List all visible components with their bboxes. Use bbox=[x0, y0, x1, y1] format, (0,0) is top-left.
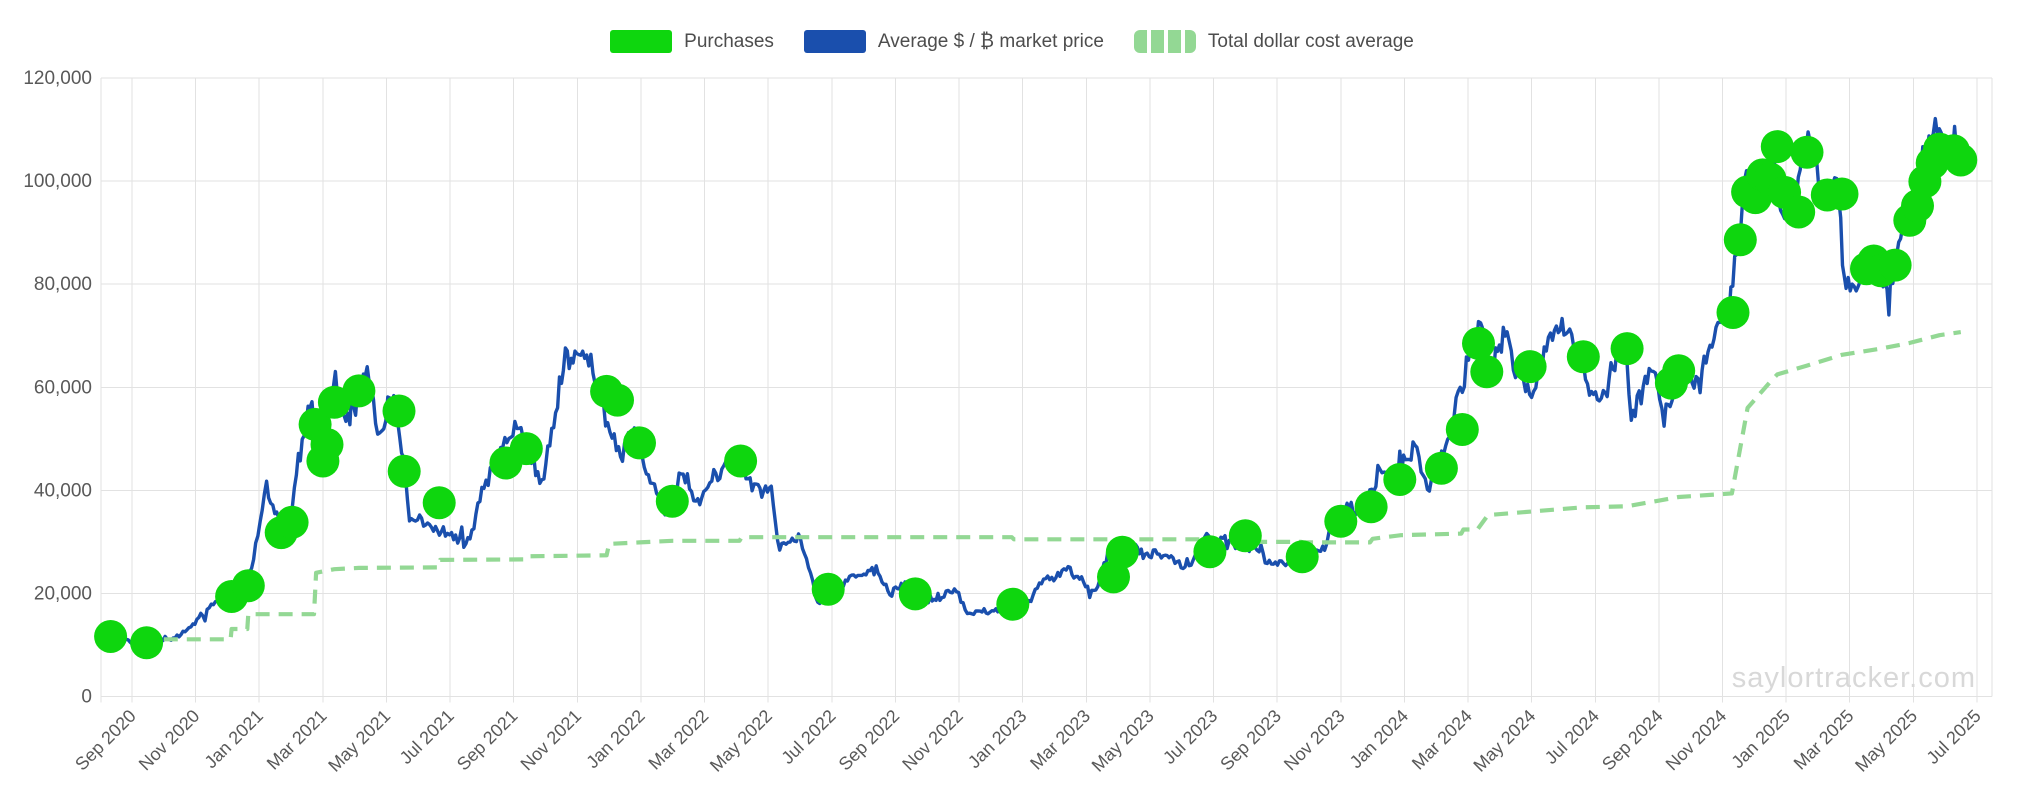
purchase-dot bbox=[655, 484, 689, 518]
svg-text:Mar 2022: Mar 2022 bbox=[644, 706, 712, 774]
purchase-dot bbox=[1424, 451, 1458, 485]
svg-text:Mar 2024: Mar 2024 bbox=[1408, 706, 1476, 774]
purchase-dot bbox=[1285, 540, 1319, 574]
svg-text:Sep 2022: Sep 2022 bbox=[835, 706, 904, 775]
purchase-dot bbox=[1354, 490, 1388, 524]
svg-text:May 2021: May 2021 bbox=[324, 706, 394, 776]
svg-text:Nov 2024: Nov 2024 bbox=[1662, 706, 1731, 775]
svg-text:Jul 2021: Jul 2021 bbox=[396, 706, 458, 768]
purchases-swatch-icon bbox=[610, 30, 673, 53]
purchase-dot bbox=[1193, 535, 1227, 569]
purchase-dot bbox=[422, 486, 456, 520]
svg-text:Jul 2023: Jul 2023 bbox=[1159, 706, 1221, 768]
svg-text:Mar 2023: Mar 2023 bbox=[1026, 706, 1094, 774]
svg-text:Sep 2023: Sep 2023 bbox=[1216, 706, 1285, 775]
svg-text:May 2023: May 2023 bbox=[1088, 706, 1158, 776]
purchase-dot bbox=[1944, 143, 1978, 177]
svg-text:Sep 2024: Sep 2024 bbox=[1598, 706, 1667, 775]
legend-label-dca: Total dollar cost average bbox=[1207, 30, 1414, 52]
legend-item-market-price[interactable]: Average $ / ₿ market price bbox=[803, 30, 1104, 53]
svg-text:80,000: 80,000 bbox=[34, 274, 92, 295]
purchase-dot bbox=[1445, 413, 1479, 446]
legend-item-purchases[interactable]: Purchases bbox=[610, 30, 774, 53]
svg-text:Mar 2021: Mar 2021 bbox=[263, 706, 331, 774]
svg-text:0: 0 bbox=[81, 687, 92, 708]
purchase-dots[interactable] bbox=[94, 130, 1978, 660]
svg-text:120,000: 120,000 bbox=[23, 68, 92, 89]
purchase-dot bbox=[509, 432, 543, 466]
purchase-dot bbox=[310, 428, 344, 461]
purchase-dot bbox=[342, 374, 376, 408]
purchase-dot bbox=[317, 385, 351, 419]
purchase-dot bbox=[898, 577, 932, 611]
purchase-dot bbox=[1790, 135, 1824, 169]
market-price-swatch-icon bbox=[803, 30, 866, 53]
svg-text:Jan 2021: Jan 2021 bbox=[201, 706, 268, 773]
svg-text:Nov 2022: Nov 2022 bbox=[898, 706, 967, 775]
purchase-dot bbox=[1723, 223, 1757, 257]
purchase-dot bbox=[1566, 340, 1600, 374]
purchase-dot bbox=[1716, 296, 1750, 329]
purchase-dot bbox=[1470, 355, 1504, 389]
purchase-dot bbox=[623, 426, 656, 460]
svg-text:Jul 2025: Jul 2025 bbox=[1923, 706, 1985, 768]
purchase-dot bbox=[94, 620, 128, 653]
svg-text:Nov 2023: Nov 2023 bbox=[1280, 706, 1349, 775]
svg-text:20,000: 20,000 bbox=[34, 583, 92, 604]
svg-text:Sep 2020: Sep 2020 bbox=[71, 706, 140, 775]
purchase-dot bbox=[1228, 519, 1262, 553]
purchase-dot bbox=[811, 572, 845, 606]
legend-label-purchases: Purchases bbox=[684, 30, 774, 52]
purchase-dot bbox=[601, 383, 634, 417]
gridlines bbox=[100, 77, 1993, 703]
purchase-dot bbox=[275, 505, 309, 539]
purchase-dot bbox=[387, 454, 421, 488]
purchase-dot bbox=[130, 626, 164, 660]
purchase-dot bbox=[1105, 535, 1139, 569]
purchase-dot bbox=[1782, 195, 1816, 229]
purchase-dot bbox=[1462, 326, 1495, 360]
legend-label-market-price: Average $ / ₿ market price bbox=[877, 30, 1104, 52]
svg-text:Mar 2025: Mar 2025 bbox=[1790, 706, 1858, 774]
svg-text:May 2022: May 2022 bbox=[706, 706, 776, 776]
svg-text:100,000: 100,000 bbox=[23, 171, 92, 192]
purchase-dot bbox=[1760, 130, 1794, 164]
purchase-dot bbox=[996, 587, 1030, 621]
svg-text:May 2025: May 2025 bbox=[1851, 706, 1921, 776]
dca-swatch-icon bbox=[1133, 30, 1196, 53]
svg-text:Sep 2021: Sep 2021 bbox=[453, 706, 522, 775]
purchase-dot bbox=[382, 394, 416, 428]
svg-text:Jan 2024: Jan 2024 bbox=[1346, 706, 1413, 773]
svg-text:60,000: 60,000 bbox=[34, 377, 92, 398]
purchase-dot bbox=[1324, 504, 1358, 538]
purchase-dot bbox=[1662, 354, 1696, 388]
watermark: saylortracker.com bbox=[1731, 662, 1976, 694]
purchase-dot bbox=[231, 569, 265, 603]
svg-text:40,000: 40,000 bbox=[34, 480, 92, 501]
svg-text:Jan 2023: Jan 2023 bbox=[964, 706, 1031, 773]
purchase-dot bbox=[1878, 248, 1912, 282]
purchase-dot bbox=[1513, 350, 1547, 384]
svg-text:Nov 2020: Nov 2020 bbox=[135, 706, 204, 775]
svg-text:Jan 2025: Jan 2025 bbox=[1727, 706, 1794, 773]
legend-item-dca[interactable]: Total dollar cost average bbox=[1133, 30, 1414, 53]
svg-text:Jan 2022: Jan 2022 bbox=[582, 706, 649, 773]
purchase-dot bbox=[724, 444, 758, 478]
purchase-dot bbox=[1825, 177, 1859, 211]
svg-text:Jul 2024: Jul 2024 bbox=[1541, 706, 1603, 768]
svg-text:Nov 2021: Nov 2021 bbox=[517, 706, 586, 775]
y-axis-labels: 0 20,000 40,000 60,000 80,000 100,000 120,000 bbox=[23, 68, 92, 708]
purchase-dot bbox=[1610, 332, 1644, 366]
svg-text:Jul 2022: Jul 2022 bbox=[777, 706, 839, 768]
purchase-dot bbox=[1383, 463, 1417, 496]
chart-legend: Purchases Average $ / ₿ market price Tot… bbox=[0, 30, 2024, 53]
svg-text:May 2024: May 2024 bbox=[1469, 706, 1539, 776]
